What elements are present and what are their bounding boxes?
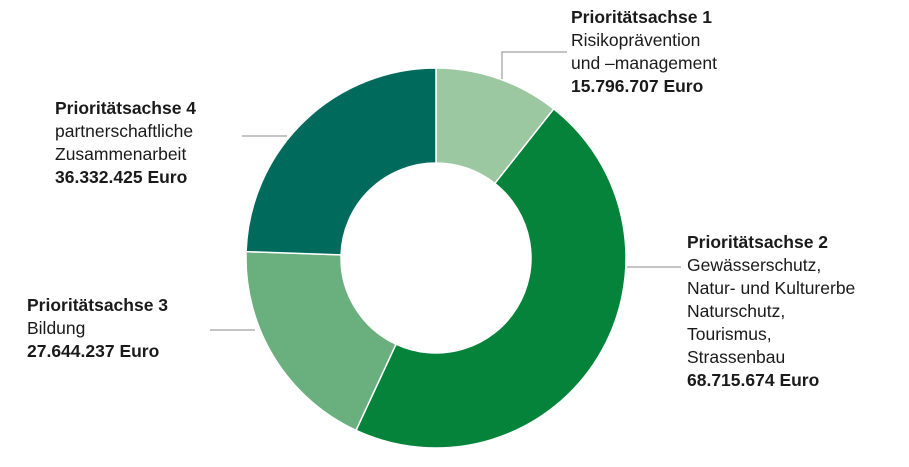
donut-slice-2 <box>355 107 627 449</box>
slice-description-line: Strassenbau <box>687 347 786 367</box>
slice-description-line: Bildung <box>27 318 86 338</box>
slice-description-line: Tourismus, <box>687 324 772 344</box>
slice-title: Prioritätsachse 4 <box>55 98 197 118</box>
slice-value: 27.644.237 Euro <box>27 341 160 361</box>
donut-slice-4 <box>245 67 437 256</box>
slice-description-line: Zusammenarbeit <box>55 144 187 164</box>
slice-value: 68.715.674 Euro <box>687 370 820 390</box>
slice-description-line: Risikoprävention <box>571 30 701 50</box>
slice-label-2: Prioritätsachse 2 Gewässerschutz, Natur-… <box>687 231 855 392</box>
slice-label-3: Prioritätsachse 3 Bildung 27.644.237 Eur… <box>27 294 168 363</box>
slice-description-line: Naturschutz, <box>687 301 786 321</box>
leader-line-1 <box>501 51 567 79</box>
slice-value: 36.332.425 Euro <box>55 167 188 187</box>
slice-value: 15.796.707 Euro <box>571 76 704 96</box>
slice-title: Prioritätsachse 2 <box>687 232 829 252</box>
slice-title: Prioritätsachse 3 <box>27 295 169 315</box>
slice-description-line: und –management <box>571 53 717 73</box>
slice-description-line: partnerschaftliche <box>55 121 194 141</box>
donut-slice-3 <box>245 250 398 432</box>
slice-description-line: Gewässerschutz, <box>687 255 822 275</box>
slice-title: Prioritätsachse 1 <box>571 7 713 27</box>
slice-label-1: Prioritätsachse 1 Risikoprävention und –… <box>571 6 717 98</box>
slice-description-line: Natur- und Kulturerbe <box>687 278 856 298</box>
slice-label-4: Prioritätsachse 4 partnerschaftliche Zus… <box>55 97 196 189</box>
